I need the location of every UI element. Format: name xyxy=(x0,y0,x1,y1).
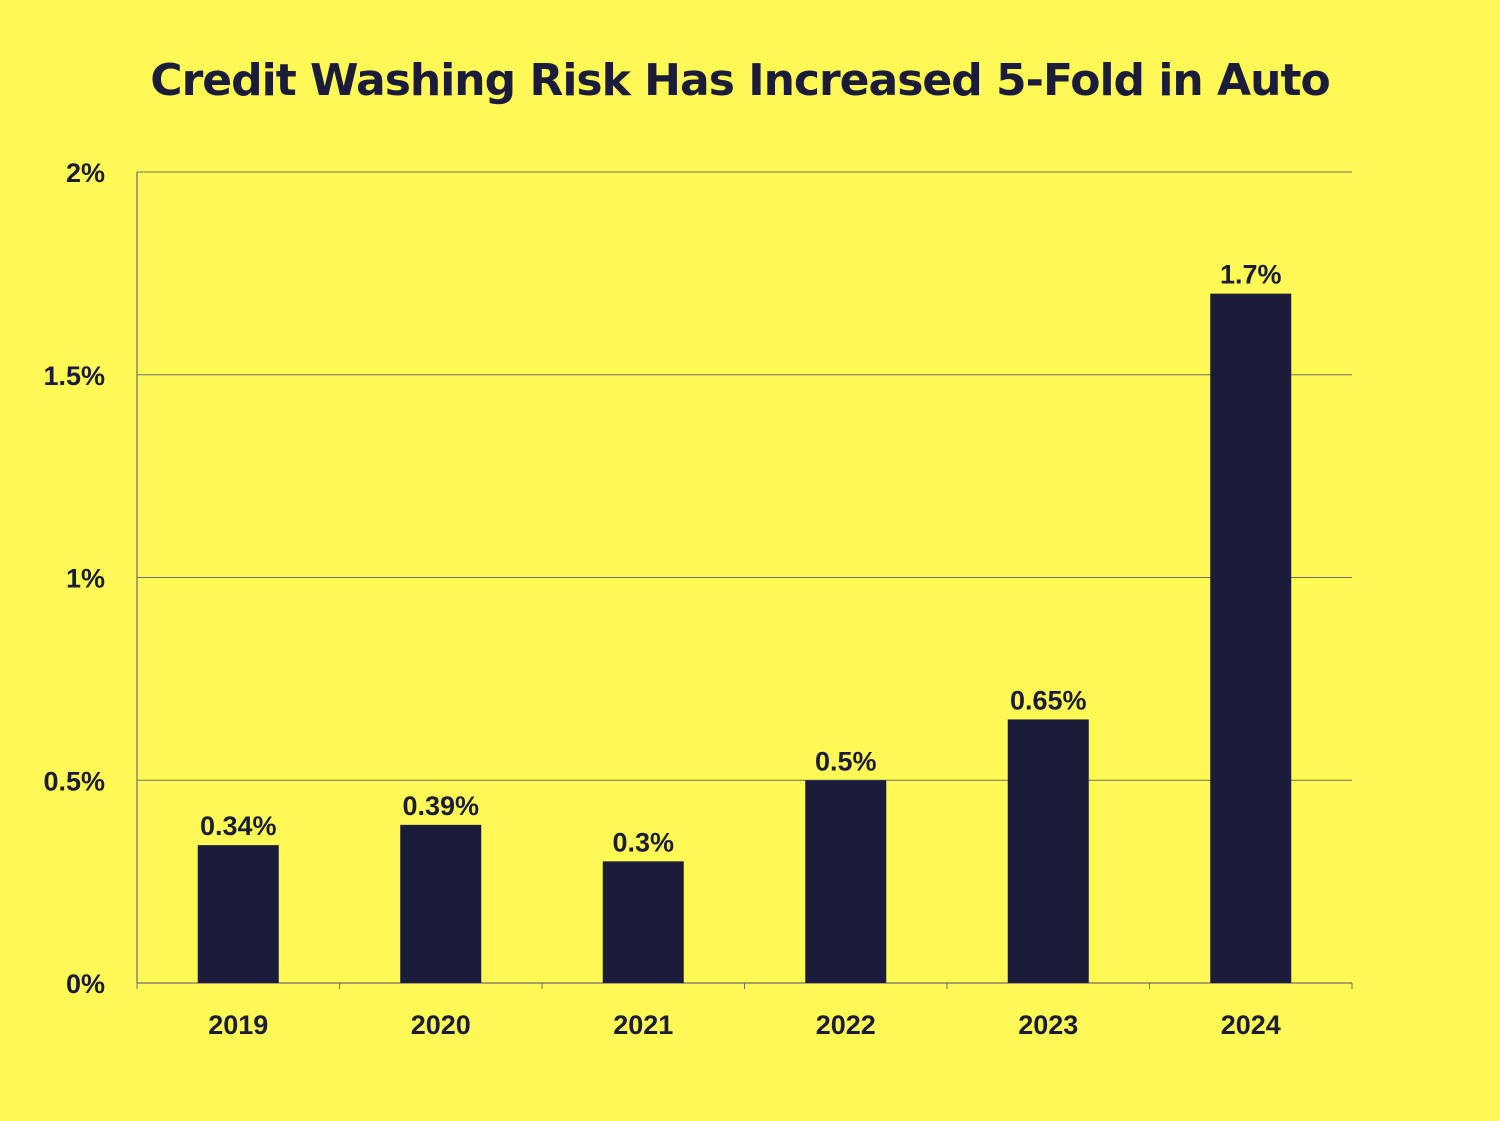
data-label: 0.34% xyxy=(200,811,277,841)
y-tick-label: 2% xyxy=(66,158,105,188)
bar-2020 xyxy=(400,824,482,983)
chart-title: Credit Washing Risk Has Increased 5-Fold… xyxy=(150,55,1330,106)
data-label: 0.65% xyxy=(1010,685,1087,715)
y-tick-label: 1.5% xyxy=(43,361,105,391)
y-tick-label: 0% xyxy=(66,969,105,999)
bar-2023 xyxy=(1007,719,1089,983)
y-tick-label: 1% xyxy=(66,564,105,594)
x-tick-label: 2024 xyxy=(1221,1010,1281,1040)
bar-2019 xyxy=(197,845,279,983)
data-label: 0.5% xyxy=(815,746,877,776)
x-tick-label: 2021 xyxy=(613,1010,673,1040)
x-tick-label: 2022 xyxy=(816,1010,876,1040)
bars xyxy=(197,293,1292,983)
bar-2021 xyxy=(602,861,684,983)
bar-2022 xyxy=(805,780,887,983)
x-tick-label: 2020 xyxy=(411,1010,471,1040)
x-tick-label: 2023 xyxy=(1018,1010,1078,1040)
axes xyxy=(136,172,1353,989)
data-label: 0.39% xyxy=(402,791,479,821)
bar-2024 xyxy=(1210,293,1292,983)
y-tick-label: 0.5% xyxy=(43,766,105,796)
data-label: 1.7% xyxy=(1220,260,1282,290)
x-tick-label: 2019 xyxy=(208,1010,268,1040)
gridlines xyxy=(137,171,1352,781)
data-label: 0.3% xyxy=(612,827,674,857)
labels: 0% 0.5% 1% 1.5% 2% 0.34% 2019 0.39% 2020 0.3% 2021… xyxy=(43,158,1281,1040)
